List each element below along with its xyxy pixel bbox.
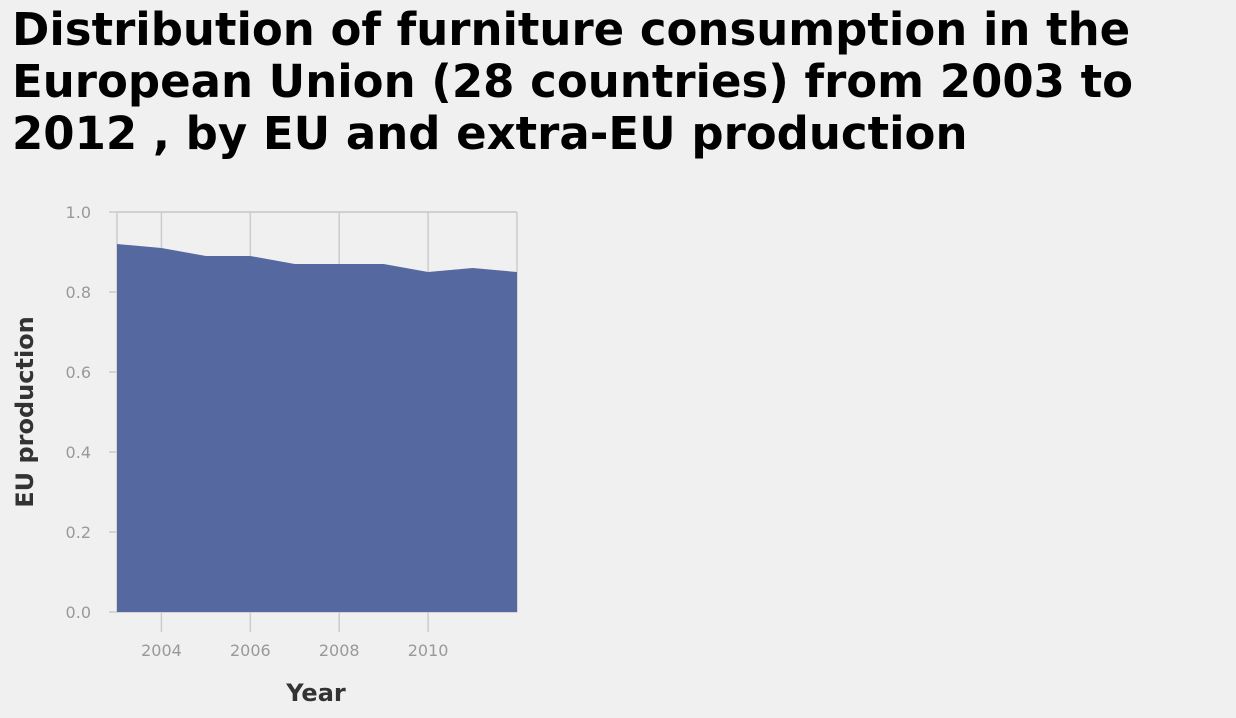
x-tick-label: 2008 xyxy=(319,641,360,660)
y-tick-label: 0.2 xyxy=(66,523,91,542)
y-tick-label: 0.8 xyxy=(66,283,91,302)
x-tick-label: 2010 xyxy=(408,641,449,660)
x-tick-label: 2004 xyxy=(141,641,182,660)
y-axis-label: EU production xyxy=(11,316,39,508)
chart-title: Distribution of furniture consumption in… xyxy=(12,3,1134,160)
area-series-eu-production xyxy=(117,244,517,612)
x-tick-label: 2006 xyxy=(230,641,271,660)
y-tick-label: 0.4 xyxy=(66,443,91,462)
x-axis-label: Year xyxy=(285,679,346,707)
y-axis: 0.0 0.2 0.4 0.6 0.8 1.0 xyxy=(66,203,91,622)
y-tick-label: 0.6 xyxy=(66,363,91,382)
x-axis: 2004 2006 2008 2010 xyxy=(141,641,448,660)
y-tick-label: 1.0 xyxy=(66,203,91,222)
y-tick-label: 0.0 xyxy=(66,603,91,622)
